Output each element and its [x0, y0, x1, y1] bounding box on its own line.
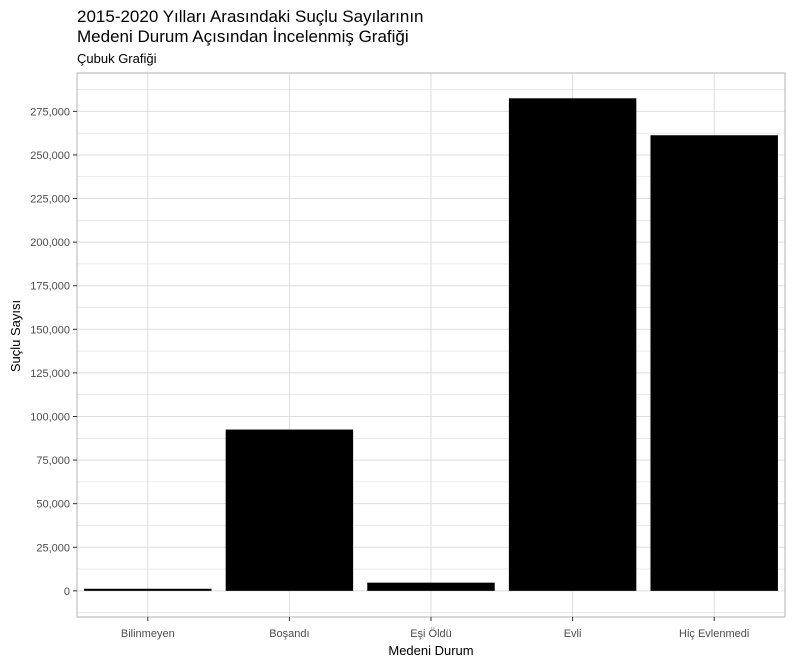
chart-subtitle: Çubuk Grafiği	[77, 51, 157, 66]
y-tick-label: 100,000	[30, 411, 70, 423]
x-tick-label: Evli	[564, 628, 582, 640]
y-tick-label: 175,000	[30, 281, 70, 293]
y-tick-label: 50,000	[36, 499, 70, 511]
bar-3	[367, 582, 495, 591]
x-axis-title: Medeni Durum	[388, 643, 473, 658]
bar-5	[650, 135, 778, 591]
x-tick-label: Eşi Öldü	[410, 628, 452, 640]
y-tick-label: 225,000	[30, 194, 70, 206]
y-tick-label: 250,000	[30, 150, 70, 162]
x-tick-label: Boşandı	[269, 628, 309, 640]
y-tick-label: 150,000	[30, 324, 70, 336]
y-tick-label: 125,000	[30, 368, 70, 380]
y-tick-label: 200,000	[30, 237, 70, 249]
bar-2	[225, 429, 354, 591]
x-axis-ticks: Bilinmeyen Boşandı Eşi Öldü Evli Hiç Evlenme…	[121, 617, 749, 640]
bars-group	[84, 98, 778, 591]
bar-4	[508, 98, 637, 591]
y-tick-label: 75,000	[36, 455, 70, 467]
y-tick-label: 25,000	[36, 542, 70, 554]
y-tick-label: 275,000	[30, 106, 70, 118]
x-tick-label: Bilinmeyen	[121, 628, 175, 640]
bar-1	[84, 588, 212, 591]
x-tick-label: Hiç Evlenmedi	[679, 628, 749, 640]
y-axis-ticks: 0 25,000 50,000 75,000 100,000 125,000 150,000…	[30, 106, 77, 598]
chart-title: 2015-2020 Yılları Arasındaki Suçlu Sayıl…	[77, 7, 424, 46]
y-axis-title: Suçlu Sayısı	[8, 300, 23, 372]
y-tick-label: 0	[64, 586, 70, 598]
